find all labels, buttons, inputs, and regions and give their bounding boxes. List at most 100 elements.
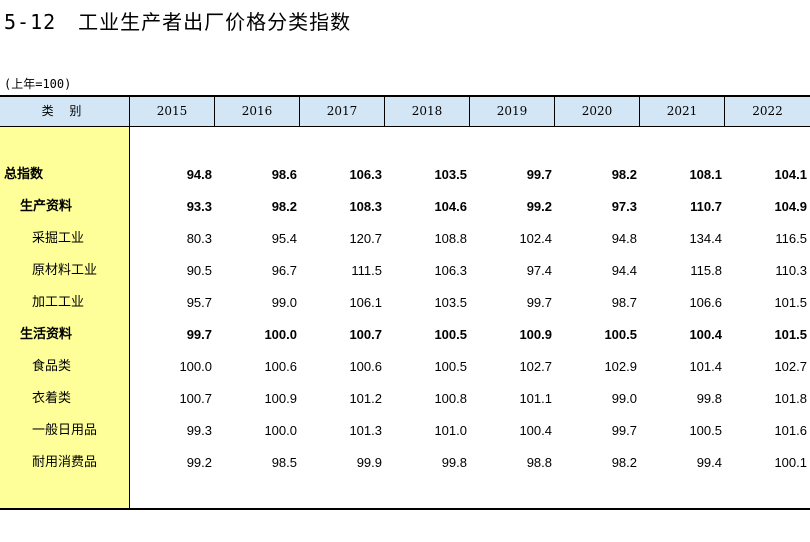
row-label: 耐用消费品: [32, 455, 98, 470]
table-cell: 110.3: [775, 263, 807, 278]
header-year: 2020: [555, 97, 640, 126]
table-cell: 111.5: [351, 263, 382, 278]
table-cell: 115.8: [690, 263, 722, 278]
table-cell: 93.3: [186, 199, 212, 214]
table-cell: 100.7: [179, 391, 212, 406]
row-label: 衣着类: [32, 391, 72, 406]
table-cell: 100.5: [434, 327, 467, 342]
table-cell: 98.2: [611, 167, 637, 182]
row-label: 生活资料: [20, 327, 73, 342]
table-cell: 100.6: [264, 359, 297, 374]
table-title: 工业生产者出厂价格分类指数: [78, 10, 352, 34]
table-cell: 104.9: [774, 199, 807, 214]
table-row: 采掘工业 80.3 95.4 120.7 108.8 102.4 94.8 134.4 116.…: [0, 223, 810, 255]
header-category: 类 别: [0, 97, 130, 126]
table-cell: 98.2: [271, 199, 297, 214]
table-cell: 99.4: [696, 455, 722, 470]
header-year: 2015: [130, 97, 215, 126]
table-cell: 101.5: [774, 295, 807, 310]
table-cell: 99.7: [526, 295, 552, 310]
table-cell: 99.0: [271, 295, 297, 310]
table-cell: 104.6: [434, 199, 467, 214]
table-cell: 98.6: [271, 167, 297, 182]
table-cell: 120.7: [349, 231, 382, 246]
row-label: 一般日用品: [32, 423, 98, 438]
table-cell: 100.6: [349, 359, 382, 374]
category-column-background: [0, 127, 130, 508]
table-cell: 95.4: [271, 231, 297, 246]
table-header: 类 别 2015 2016 2017 2018 2019 2020 2021 2…: [0, 97, 810, 127]
table-cell: 101.4: [689, 359, 722, 374]
table-cell: 101.6: [774, 423, 807, 438]
table-cell: 101.8: [774, 391, 807, 406]
table-cell: 98.5: [271, 455, 297, 470]
row-label: 生产资料: [20, 199, 73, 214]
table-cell: 100.1: [774, 455, 807, 470]
table-cell: 100.0: [264, 327, 297, 342]
table-cell: 94.4: [611, 263, 637, 278]
table-cell: 99.2: [186, 455, 212, 470]
table-cell: 116.5: [775, 231, 807, 246]
table-cell: 97.3: [611, 199, 637, 214]
header-year: 2017: [300, 97, 385, 126]
table-cell: 134.4: [689, 231, 722, 246]
table-cell: 98.7: [611, 295, 637, 310]
table-cell: 103.5: [434, 295, 467, 310]
table-row: 原材料工业 90.5 96.7 111.5 106.3 97.4 94.4 115.8 110.…: [0, 255, 810, 287]
table-cell: 100.5: [604, 327, 637, 342]
table-cell: 94.8: [186, 167, 212, 182]
table-cell: 96.7: [271, 263, 297, 278]
table-cell: 100.9: [264, 391, 297, 406]
table-cell: 99.7: [186, 327, 212, 342]
header-year: 2021: [640, 97, 725, 126]
table-number: 5-12: [4, 10, 57, 34]
header-year: 2016: [215, 97, 300, 126]
table-cell: 99.9: [356, 455, 382, 470]
table-cell: 100.5: [689, 423, 722, 438]
table-cell: 102.4: [519, 231, 552, 246]
table-cell: 95.7: [186, 295, 212, 310]
table-cell: 101.3: [349, 423, 382, 438]
table-cell: 108.1: [689, 167, 722, 182]
table-cell: 99.8: [696, 391, 722, 406]
table-row: 总指数 94.8 98.6 106.3 103.5 99.7 98.2 108.1 104.1: [0, 159, 810, 191]
table-cell: 108.3: [349, 199, 382, 214]
table-row: 加工工业 95.7 99.0 106.1 103.5 99.7 98.7 106.6 101.5: [0, 287, 810, 319]
table-cell: 98.8: [526, 455, 552, 470]
table-row: 一般日用品 99.3 100.0 101.3 101.0 100.4 99.7 100.5 10…: [0, 415, 810, 447]
table-cell: 102.7: [774, 359, 807, 374]
table-cell: 94.8: [611, 231, 637, 246]
table-cell: 100.4: [519, 423, 552, 438]
table-cell: 106.3: [349, 167, 382, 182]
table-cell: 106.6: [689, 295, 722, 310]
table-cell: 99.2: [526, 199, 552, 214]
table-row: 耐用消费品 99.2 98.5 99.9 99.8 98.8 98.2 99.4 100.1: [0, 447, 810, 479]
table-cell: 99.7: [526, 167, 552, 182]
table-cell: 101.5: [774, 327, 807, 342]
unit-note: (上年=100): [4, 77, 72, 91]
header-year: 2019: [470, 97, 555, 126]
table-cell: 100.9: [519, 327, 552, 342]
table-cell: 98.2: [611, 455, 637, 470]
table-cell: 106.3: [434, 263, 467, 278]
price-index-table: 类 别 2015 2016 2017 2018 2019 2020 2021 2…: [0, 95, 810, 510]
row-label: 食品类: [32, 359, 72, 374]
header-year: 2022: [752, 104, 783, 118]
table-cell: 100.0: [264, 423, 297, 438]
table-cell: 110.7: [690, 199, 722, 214]
table-row: 衣着类 100.7 100.9 101.2 100.8 101.1 99.0 99.8 101.…: [0, 383, 810, 415]
row-label: 采掘工业: [32, 231, 85, 246]
table-cell: 100.0: [179, 359, 212, 374]
table-cell: 101.2: [349, 391, 382, 406]
table-row: 食品类 100.0 100.6 100.6 100.5 102.7 102.9 101.4 10…: [0, 351, 810, 383]
table-cell: 80.3: [186, 231, 212, 246]
table-row: 生产资料 93.3 98.2 108.3 104.6 99.2 97.3 110.7 104.9: [0, 191, 810, 223]
table-cell: 99.3: [186, 423, 212, 438]
header-year: 2018: [385, 97, 470, 126]
table-cell: 100.4: [689, 327, 722, 342]
table-cell: 104.1: [774, 167, 807, 182]
table-cell: 90.5: [186, 263, 212, 278]
table-cell: 100.8: [434, 391, 467, 406]
table-cell: 100.7: [349, 327, 382, 342]
table-cell: 101.1: [519, 391, 552, 406]
